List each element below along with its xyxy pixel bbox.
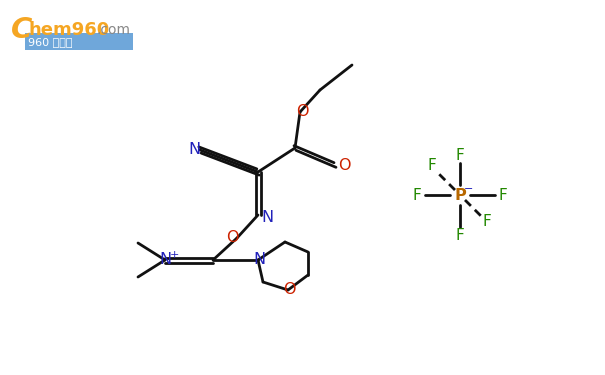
Text: F: F [456, 228, 465, 243]
FancyBboxPatch shape [25, 33, 133, 50]
Text: −: − [464, 184, 474, 194]
Text: hem960: hem960 [28, 21, 110, 39]
Text: F: F [499, 188, 508, 202]
Text: O: O [296, 105, 309, 120]
Text: .com: .com [96, 23, 130, 37]
Text: 960 化工网: 960 化工网 [28, 37, 73, 47]
Text: +: + [169, 250, 178, 260]
Text: F: F [413, 188, 421, 202]
Text: O: O [226, 231, 238, 246]
Text: N: N [159, 252, 171, 267]
Text: O: O [338, 158, 350, 172]
Text: P: P [454, 188, 466, 202]
Text: N: N [253, 252, 265, 267]
Text: N: N [261, 210, 273, 225]
Text: O: O [283, 282, 295, 297]
Text: N: N [188, 142, 200, 158]
Text: F: F [483, 214, 491, 230]
Text: F: F [456, 147, 465, 162]
Text: F: F [428, 158, 436, 172]
Text: C: C [11, 16, 33, 44]
